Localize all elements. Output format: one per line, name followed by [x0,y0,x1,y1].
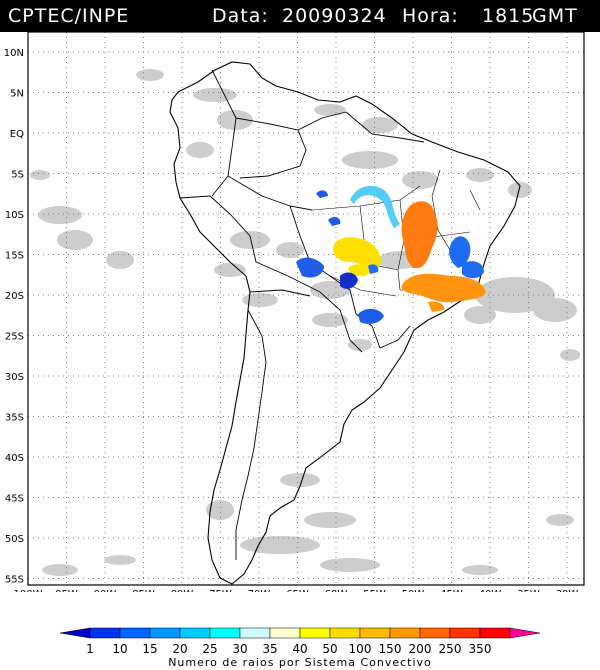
longitude-label: 70W [248,589,271,592]
longitude-label: 95W [55,589,78,592]
legend-color-cell [359,627,391,639]
legend-value-label: 200 [409,642,432,656]
convective-system-orange-north [401,201,438,269]
legend-color-cell [419,627,451,639]
legend-color-cell [239,627,271,639]
convective-system-yellow-small [348,264,372,276]
legend-color-cell [59,627,91,639]
legend-value-label: 1 [86,642,94,656]
map-frame [27,32,585,586]
longitude-label: 60W [325,589,348,592]
latitude-label: 50S [5,534,24,545]
legend-value-label: 20 [172,642,187,656]
latitude-label: 10N [4,48,24,59]
latitude-label: 40S [5,453,24,464]
cloud-cover [30,69,580,576]
legend-value-label: 15 [142,642,157,656]
convective-system-blue-south [358,308,384,324]
convective-system-blue-east [449,236,471,268]
country-borders [179,69,425,560]
legend-color-cell [119,627,151,639]
legend-value-label: 10 [112,642,127,656]
latitude-label: EQ [10,129,24,140]
legend-color-cell [329,627,361,639]
latitude-label: 20S [5,291,24,302]
date-label: Data: [212,5,269,27]
time-value: 1815 [482,5,535,27]
convective-system-orange-south [401,273,486,303]
convective-system-blue-southeast [462,261,484,279]
lightning-map: 10N5NEQ5S10S15S20S25S30S35S40S45S50S55S … [4,32,585,592]
legend-value-label: 30 [232,642,247,656]
latitude-labels: 10N 5N EQ 5S 10S 15S 20S 25S 30S 35S 40S 45S 50S 55S [4,48,24,586]
latitude-label: 30S [5,372,24,383]
legend-color-cell [389,627,421,639]
legend-color-cell [449,627,481,639]
legend-value-label: 35 [262,642,277,656]
source-label: CPTEC/INPE [8,5,130,27]
legend-value-label: 250 [439,642,462,656]
legend-value-label: 50 [322,642,337,656]
latitude-label: 55S [5,575,24,586]
longitude-label: 40W [479,589,502,592]
longitude-label: 55W [363,589,386,592]
longitude-label: 85W [132,589,155,592]
legend-color-cell [89,627,121,639]
longitude-label: 65W [286,589,309,592]
legend-value-label: 40 [292,642,307,656]
legend-color-cell [209,627,241,639]
longitude-label: 30W [556,589,579,592]
title-bar: CPTEC/INPE Data: 20090324 Hora: 1815 GMT [0,0,600,32]
latitude-label: 25S [5,332,24,343]
latitude-label: 35S [5,413,24,424]
legend-color-cell [269,627,301,639]
longitude-labels: 100W 95W 90W 85W 80W 75W 70W 65W 60W 55W 50W 45W 40W… [14,589,579,592]
timezone-label: GMT [532,5,578,27]
longitude-label: 45W [440,589,463,592]
legend-value-label: 100 [349,642,372,656]
latitude-label: 45S [5,494,24,505]
legend-colorbar: 1 10 15 20 25 30 35 40 50 100 150 200 250 350 [59,627,541,656]
legend-caption: Numero de raios por Sistema Convectivo [168,656,432,669]
convective-systems [296,185,486,324]
date-value: 20090324 [282,5,387,27]
legend-value-label: 350 [469,642,492,656]
convective-system-light-blue [350,185,400,228]
latitude-label: 10S [5,210,24,221]
convective-system-orange-small [414,254,423,262]
legend-color-cell [479,627,511,639]
longitude-label: 50W [402,589,425,592]
convective-system-blue-small-1 [316,190,328,198]
latitude-label: 15S [5,251,24,262]
legend-color-cell [299,627,331,639]
convective-system-dark-blue [340,272,358,289]
latitude-label: 5S [11,170,24,181]
legend-value-label: 150 [379,642,402,656]
latitude-label: 5N [10,89,24,100]
convective-system-yellow [333,237,381,269]
legend-color-cell [509,627,541,639]
convective-system-blue-small-2 [328,217,341,226]
longitude-label: 35W [517,589,540,592]
legend-value-label: 25 [202,642,217,656]
convective-system-orange-fragment [428,301,445,312]
longitude-label: 90W [94,589,117,592]
legend-color-cell [149,627,181,639]
longitude-label: 80W [171,589,194,592]
longitude-label: 100W [14,589,43,592]
time-label: Hora: [402,5,459,27]
longitude-label: 75W [209,589,232,592]
legend-color-cell [179,627,211,639]
convective-system-blue-west [296,257,324,278]
south-america-coastline [169,61,521,585]
convective-system-blue-mid [368,264,379,274]
